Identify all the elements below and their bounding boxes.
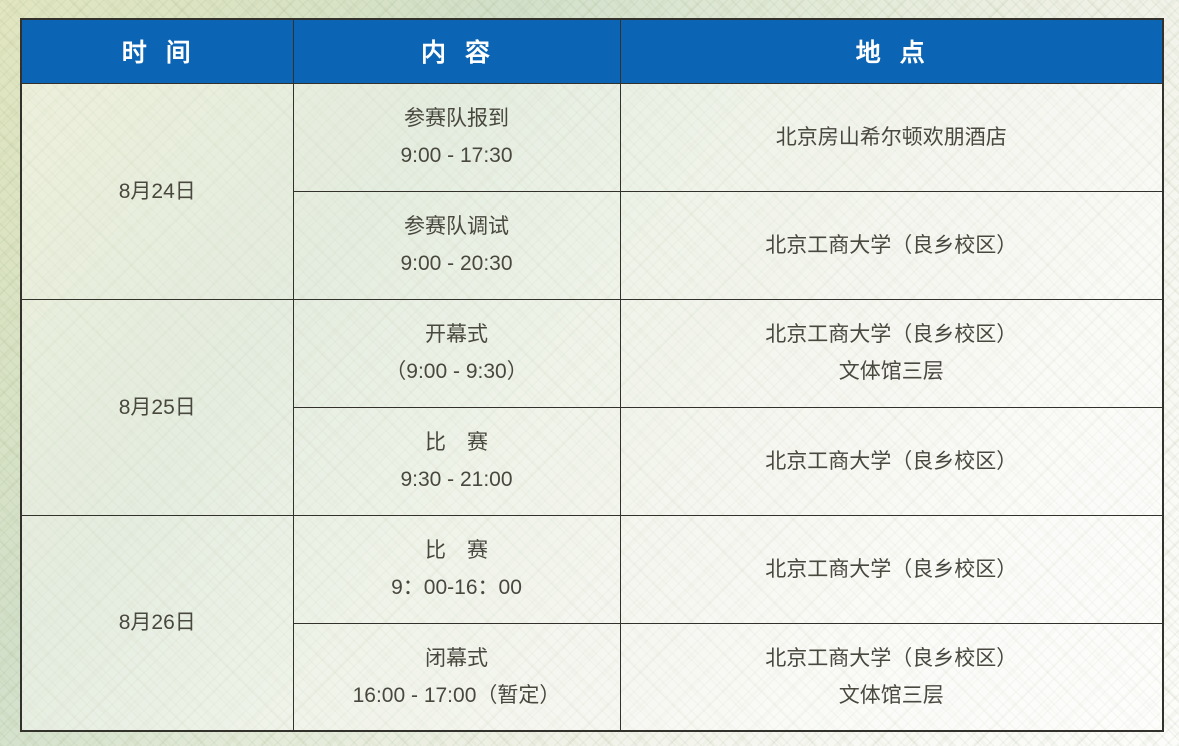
content-cell: 参赛队调试 9:00 - 20:30 xyxy=(292,190,621,300)
content-time: （9:00 - 9:30） xyxy=(385,360,528,383)
table-row: 8月26日 比 赛 9：00-16：00 北京工商大学（良乡校区） xyxy=(20,514,1164,732)
content-cell: 比 赛 9：00-16：00 xyxy=(292,514,621,624)
table-row: 闭幕式 16:00 - 17:00（暂定） 北京工商大学（良乡校区） 文体馆三层 xyxy=(21,622,1164,732)
content-title: 参赛队报到 xyxy=(404,107,509,130)
content-title: 比 赛 xyxy=(425,431,488,454)
location-cell: 北京房山希尔顿欢朋酒店 xyxy=(619,82,1164,192)
date-cell-aug24: 8月24日 xyxy=(20,82,294,300)
location-line: 北京工商大学（良乡校区） xyxy=(765,449,1018,473)
content-time: 9：00-16：00 xyxy=(391,576,522,599)
location-cell: 北京工商大学（良乡校区） 文体馆三层 xyxy=(619,622,1164,732)
location-cell: 北京工商大学（良乡校区） xyxy=(619,190,1164,300)
content-time: 16:00 - 17:00（暂定） xyxy=(352,683,561,707)
content-time: 9:00 - 17:30 xyxy=(400,144,513,167)
location-line: 北京工商大学（良乡校区） xyxy=(765,323,1018,346)
location-line: 文体馆三层 xyxy=(838,683,944,707)
content-cell: 闭幕式 16:00 - 17:00（暂定） xyxy=(292,622,621,732)
content-cell: 开幕式 （9:00 - 9:30） xyxy=(292,298,621,408)
schedule-table: 时 间 内 容 地 点 8月24日 参赛队报到 9:00 - 17:30 北京房… xyxy=(20,18,1164,732)
header-cell-content: 内 容 xyxy=(292,18,621,84)
header-cell-location: 地 点 xyxy=(619,18,1164,84)
location-cell: 北京工商大学（良乡校区） 文体馆三层 xyxy=(619,298,1164,408)
table-row: 参赛队调试 9:00 - 20:30 北京工商大学（良乡校区） xyxy=(21,190,1164,300)
location-cell: 北京工商大学（良乡校区） xyxy=(619,406,1164,516)
header-row: 时 间 内 容 地 点 xyxy=(20,18,1164,84)
content-title: 开幕式 xyxy=(425,323,488,346)
location-line: 北京工商大学（良乡校区） xyxy=(765,233,1018,257)
header-cell-time: 时 间 xyxy=(20,18,294,84)
table-row: 8月25日 开幕式 （9:00 - 9:30） 北京工商大学（良乡校区） 文体馆… xyxy=(20,298,1164,516)
content-cell: 参赛队报到 9:00 - 17:30 xyxy=(292,82,621,192)
location-line: 北京工商大学（良乡校区） xyxy=(765,557,1018,581)
content-cell: 比 赛 9:30 - 21:00 xyxy=(292,406,621,516)
content-title: 闭幕式 xyxy=(425,646,488,670)
schedule-table-container: 时 间 内 容 地 点 8月24日 参赛队报到 9:00 - 17:30 北京房… xyxy=(20,18,1164,732)
date-cell-aug26: 8月26日 xyxy=(20,514,294,732)
location-line: 文体馆三层 xyxy=(838,360,944,383)
date-cell-aug25: 8月25日 xyxy=(20,298,294,516)
content-time: 9:30 - 21:00 xyxy=(400,468,513,491)
location-line: 北京房山希尔顿欢朋酒店 xyxy=(775,125,1007,149)
table-row: 比 赛 9:30 - 21:00 北京工商大学（良乡校区） xyxy=(21,406,1164,516)
content-time: 9:00 - 20:30 xyxy=(400,252,513,275)
location-line: 北京工商大学（良乡校区） xyxy=(765,646,1018,670)
content-title: 参赛队调试 xyxy=(404,215,509,238)
location-cell: 北京工商大学（良乡校区） xyxy=(619,514,1164,624)
content-title: 比 赛 xyxy=(425,539,488,562)
table-row: 8月24日 参赛队报到 9:00 - 17:30 北京房山希尔顿欢朋酒店 xyxy=(20,82,1164,300)
